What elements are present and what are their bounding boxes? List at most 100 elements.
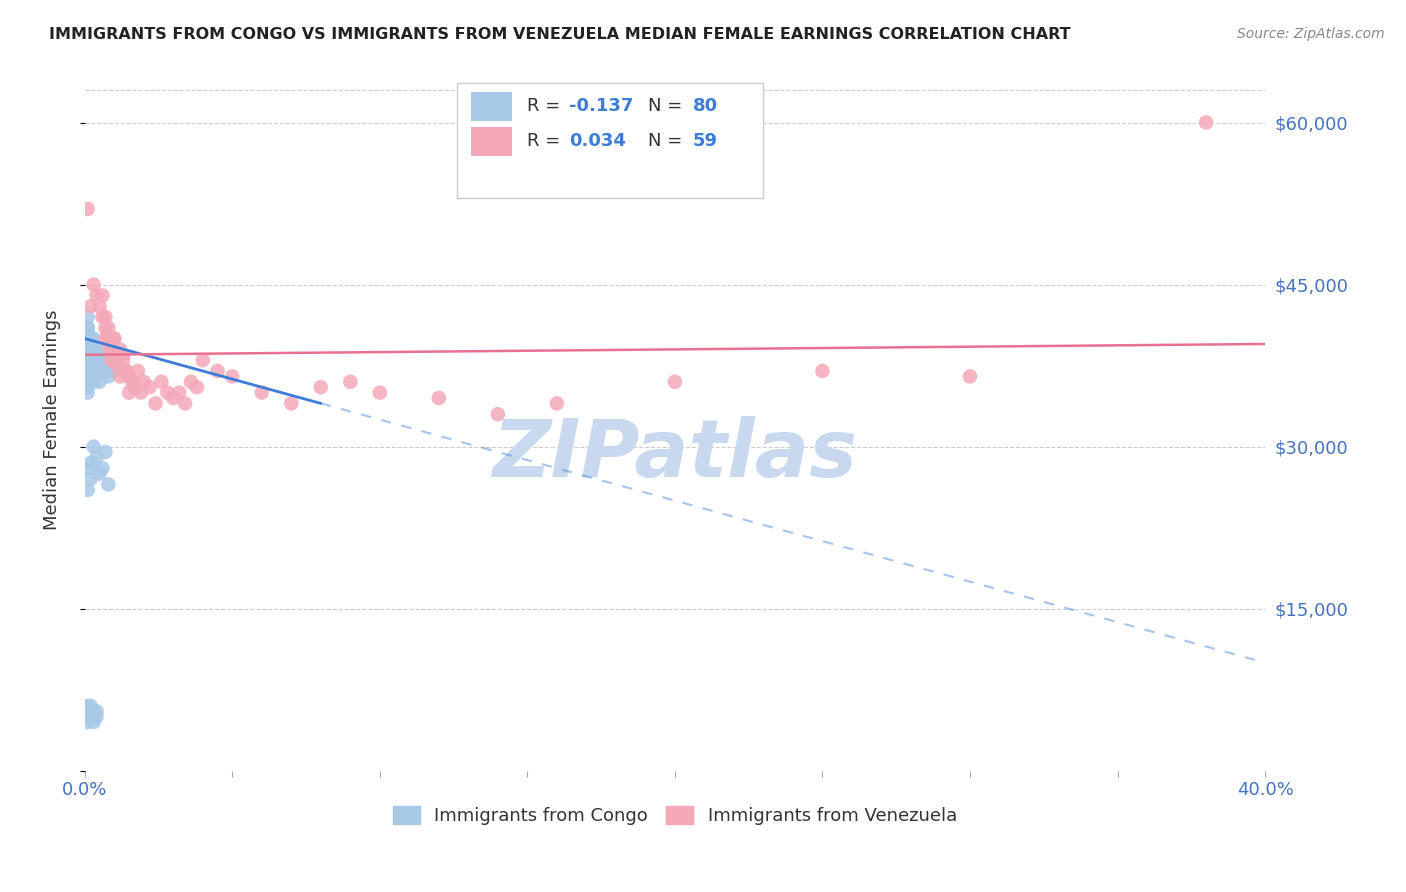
Point <box>121 375 143 389</box>
Point <box>86 343 108 357</box>
Point <box>97 320 120 334</box>
Point <box>76 320 98 334</box>
Text: 80: 80 <box>693 96 717 115</box>
Point <box>91 288 114 302</box>
Point <box>76 715 98 730</box>
Point <box>76 202 98 216</box>
FancyBboxPatch shape <box>457 83 763 198</box>
Point <box>89 364 111 378</box>
Point <box>79 343 101 357</box>
Point <box>76 483 98 497</box>
Point <box>664 375 686 389</box>
Point <box>94 320 117 334</box>
Legend: Immigrants from Congo, Immigrants from Venezuela: Immigrants from Congo, Immigrants from V… <box>392 805 957 825</box>
Point <box>103 332 125 346</box>
Point <box>83 343 105 357</box>
Point <box>79 456 101 470</box>
Point <box>112 353 135 368</box>
Point <box>162 391 184 405</box>
Point <box>79 359 101 373</box>
Point <box>97 337 120 351</box>
Point <box>79 364 101 378</box>
Y-axis label: Median Female Earnings: Median Female Earnings <box>44 310 60 530</box>
Point <box>76 709 98 723</box>
Point <box>76 310 98 324</box>
Point <box>127 364 149 378</box>
Text: 0.034: 0.034 <box>568 132 626 150</box>
Point <box>79 299 101 313</box>
Point <box>79 364 101 378</box>
Text: ZIPatlas: ZIPatlas <box>492 416 858 493</box>
Point <box>76 375 98 389</box>
Point <box>97 477 120 491</box>
Point <box>76 343 98 357</box>
Point <box>124 380 146 394</box>
Point <box>89 348 111 362</box>
Point <box>115 364 138 378</box>
Point <box>339 375 361 389</box>
Point <box>103 364 125 378</box>
Point <box>118 385 141 400</box>
Text: -0.137: -0.137 <box>568 96 633 115</box>
Point <box>83 440 105 454</box>
Point <box>79 709 101 723</box>
Point <box>79 348 101 362</box>
Point <box>100 353 122 368</box>
Point <box>250 385 273 400</box>
Point <box>86 364 108 378</box>
Point <box>94 445 117 459</box>
Point <box>546 396 568 410</box>
Point <box>76 348 98 362</box>
Point <box>89 353 111 368</box>
Point <box>97 332 120 346</box>
Point <box>79 337 101 351</box>
Point <box>1195 115 1218 129</box>
Point <box>86 353 108 368</box>
Point <box>76 337 98 351</box>
Point <box>100 353 122 368</box>
Point <box>132 375 155 389</box>
Point <box>83 343 105 357</box>
Point <box>89 467 111 481</box>
Point <box>167 385 190 400</box>
Point <box>79 472 101 486</box>
Point <box>76 326 98 341</box>
Point <box>174 396 197 410</box>
Point <box>105 353 128 368</box>
Point <box>811 364 834 378</box>
Point <box>76 359 98 373</box>
Point <box>97 369 120 384</box>
Point <box>86 450 108 465</box>
Point <box>103 332 125 346</box>
Point <box>76 364 98 378</box>
Point <box>959 369 981 384</box>
Point <box>207 364 229 378</box>
Point <box>83 704 105 718</box>
Point <box>79 353 101 368</box>
Point <box>79 698 101 713</box>
Point <box>129 385 152 400</box>
Point <box>83 332 105 346</box>
Point <box>91 461 114 475</box>
Point <box>186 380 208 394</box>
Point <box>76 375 98 389</box>
Text: Source: ZipAtlas.com: Source: ZipAtlas.com <box>1237 27 1385 41</box>
Point <box>83 364 105 378</box>
Point <box>76 353 98 368</box>
FancyBboxPatch shape <box>471 127 512 156</box>
Point <box>76 353 98 368</box>
Point <box>76 380 98 394</box>
Point <box>76 332 98 346</box>
Point <box>83 369 105 384</box>
Point <box>83 359 105 373</box>
Point <box>94 332 117 346</box>
Point <box>89 375 111 389</box>
Point <box>79 359 101 373</box>
Point <box>91 353 114 368</box>
Point <box>94 353 117 368</box>
Point <box>83 348 105 362</box>
Point <box>76 320 98 334</box>
Point <box>108 369 131 384</box>
Point <box>150 375 173 389</box>
Point <box>221 369 243 384</box>
